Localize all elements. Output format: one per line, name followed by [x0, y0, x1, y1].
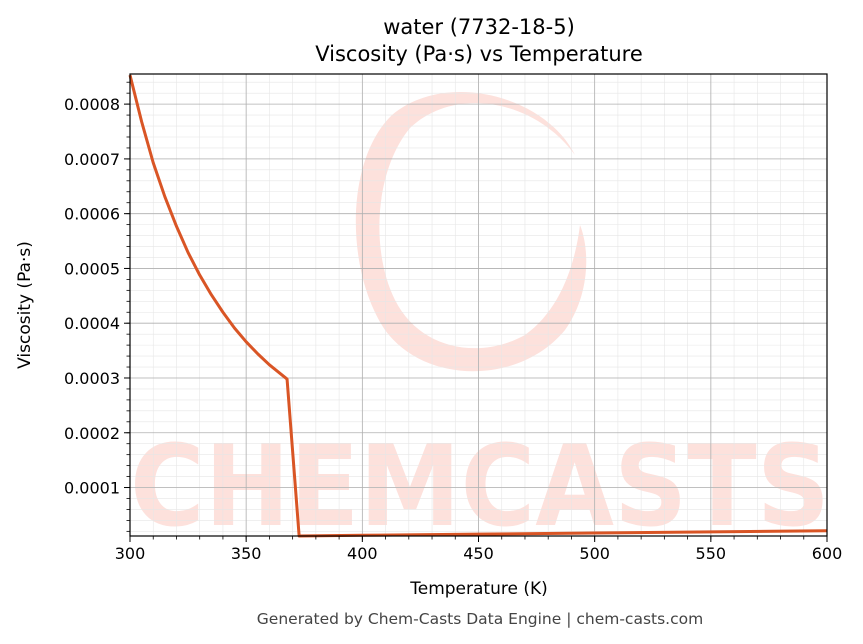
chart-title-line1: water (7732-18-5) [383, 15, 575, 39]
y-tick-label: 0.0002 [64, 424, 120, 443]
x-axis-label: Temperature (K) [409, 579, 548, 599]
x-tick-label: 500 [579, 544, 610, 563]
tick-labels: 300 350 400 450 500 550 600 0.0001 0.0002 0.0003 0… [64, 95, 842, 563]
y-axis-label: Viscosity (Pa·s) [15, 241, 35, 369]
x-tick-label: 400 [347, 544, 378, 563]
footer-credit: Generated by Chem-Casts Data Engine | ch… [257, 610, 703, 628]
y-tick-label: 0.0006 [64, 205, 120, 224]
series-layer [128, 74, 828, 538]
y-tick-label: 0.0008 [64, 95, 120, 114]
x-tick-label: 450 [463, 544, 494, 563]
watermark: CHEMCASTS [130, 91, 830, 552]
y-tick-label: 0.0003 [64, 369, 120, 388]
y-tick-label: 0.0005 [64, 259, 120, 278]
watermark-swirl [355, 91, 587, 372]
x-tick-label: 550 [696, 544, 727, 563]
y-tick-label: 0.0007 [64, 150, 120, 169]
y-tick-label: 0.0001 [64, 479, 120, 498]
chart-title-line2: Viscosity (Pa·s) vs Temperature [315, 42, 643, 66]
y-tick-label: 0.0004 [64, 314, 120, 333]
x-tick-label: 350 [231, 544, 262, 563]
tick-marks [124, 81, 828, 542]
viscosity-line [128, 74, 828, 538]
x-tick-label: 300 [115, 544, 146, 563]
x-tick-label: 600 [812, 544, 843, 563]
